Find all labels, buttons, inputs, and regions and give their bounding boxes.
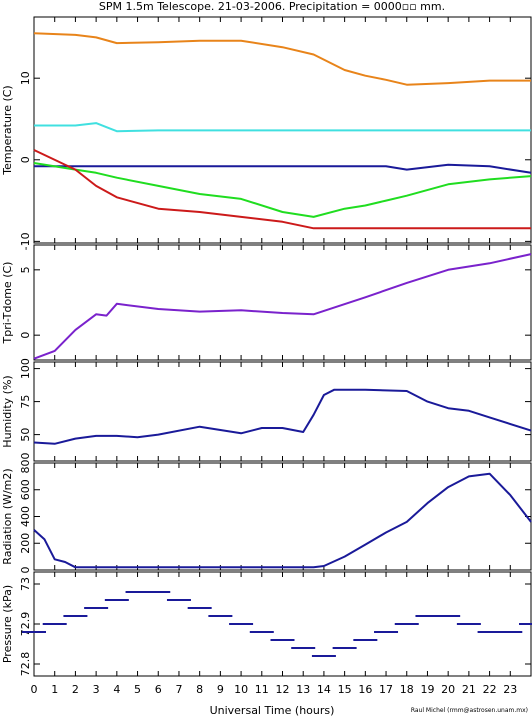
y-axis-label-3: Radiation (W/m2) <box>1 468 14 564</box>
y-tick-label-0-1: 0 <box>19 156 32 163</box>
series-line-0-3 <box>33 162 532 218</box>
panel-frame-1 <box>33 244 532 361</box>
series-line-0-0 <box>33 32 531 86</box>
x-tick-label-23: 23 <box>503 683 517 696</box>
x-axis-label: Universal Time (hours) <box>210 704 335 717</box>
point-4-0-23 <box>498 631 523 633</box>
point-4-0-16 <box>353 639 378 641</box>
point-4-0-15 <box>332 647 357 649</box>
point-4-0-11 <box>249 631 274 633</box>
point-4-0-13 <box>291 647 316 649</box>
panel-frame-3 <box>33 462 532 571</box>
point-4-0-3 <box>84 607 109 609</box>
x-tick-label-22: 22 <box>483 683 497 696</box>
point-4-0-19 <box>415 615 440 617</box>
x-tick-label-5: 5 <box>134 683 141 696</box>
y-tick-label-4-2: 73 <box>19 577 32 591</box>
x-tick-label-20: 20 <box>441 683 455 696</box>
y-tick-label-0-0: -10 <box>19 232 32 250</box>
x-tick-label-17: 17 <box>379 683 393 696</box>
point-4-0-0 <box>22 631 46 633</box>
point-4-0-8 <box>187 607 212 609</box>
point-4-0-4 <box>104 599 129 601</box>
credit-text: Raul Michel (rmm@astrosen.unam.mx) <box>411 707 528 714</box>
point-4-0-17 <box>374 631 399 633</box>
y-tick-label-1-1: 5 <box>19 266 32 273</box>
x-tick-label-13: 13 <box>296 683 310 696</box>
series-line-0-4 <box>33 149 531 230</box>
panel-frame-2 <box>33 361 532 462</box>
series-line-2-0 <box>33 388 532 445</box>
point-4-0-12 <box>270 639 295 641</box>
x-tick-label-15: 15 <box>338 683 352 696</box>
x-tick-label-3: 3 <box>93 683 100 696</box>
x-tick-label-6: 6 <box>155 683 162 696</box>
point-4-0-7 <box>166 599 191 601</box>
point-4-0-6 <box>146 591 171 593</box>
y-axis-label-4: Pressure (kPa) <box>1 585 14 663</box>
point-4-0-21 <box>456 623 481 625</box>
y-tick-label-3-2: 400 <box>19 506 32 527</box>
series-line-1-0 <box>33 253 532 360</box>
x-tick-label-7: 7 <box>175 683 182 696</box>
x-tick-label-11: 11 <box>255 683 269 696</box>
x-tick-label-10: 10 <box>234 683 248 696</box>
x-tick-label-2: 2 <box>72 683 79 696</box>
point-4-0-1 <box>42 623 67 625</box>
x-tick-label-16: 16 <box>358 683 372 696</box>
y-tick-label-3-3: 600 <box>19 479 32 500</box>
x-tick-label-9: 9 <box>217 683 224 696</box>
x-tick-label-18: 18 <box>400 683 414 696</box>
y-tick-label-4-0: 72.8 <box>19 652 32 677</box>
y-tick-label-2-3: 100 <box>19 358 32 379</box>
series-line-0-2 <box>34 163 532 174</box>
y-tick-label-2-1: 50 <box>19 428 32 442</box>
x-tick-label-21: 21 <box>462 683 476 696</box>
series-line-3-0 <box>33 472 532 569</box>
point-4-0-24 <box>519 623 532 625</box>
x-tick-label-1: 1 <box>51 683 58 696</box>
series-line-0-1 <box>34 122 531 133</box>
point-4-0-9 <box>208 615 233 617</box>
y-tick-label-3-4: 800 <box>19 453 32 474</box>
x-tick-label-14: 14 <box>317 683 331 696</box>
x-tick-label-12: 12 <box>276 683 290 696</box>
y-tick-label-0-2: 10 <box>19 71 32 85</box>
x-tick-label-4: 4 <box>113 683 120 696</box>
y-tick-label-4-1: 72.9 <box>19 612 32 637</box>
point-4-0-10 <box>229 623 254 625</box>
point-4-0-22 <box>477 631 502 633</box>
x-tick-label-19: 19 <box>420 683 434 696</box>
point-4-0-18 <box>394 623 419 625</box>
point-4-0-20 <box>436 615 461 617</box>
y-tick-label-1-0: 0 <box>19 332 32 339</box>
y-tick-label-3-0: 0 <box>19 567 32 574</box>
point-4-0-5 <box>125 591 150 593</box>
y-axis-label-2: Humidity (%) <box>1 375 14 447</box>
y-axis-label-1: Tpri-Tdome (C) <box>1 262 14 345</box>
y-tick-label-2-2: 75 <box>19 395 32 409</box>
x-tick-label-0: 0 <box>31 683 38 696</box>
x-tick-label-8: 8 <box>196 683 203 696</box>
point-4-0-2 <box>63 615 88 617</box>
chart-title: SPM 1.5m Telescope. 21-03-2006. Precipit… <box>99 0 445 13</box>
y-axis-label-0: Temperature (C) <box>1 85 14 175</box>
y-tick-label-3-1: 200 <box>19 533 32 554</box>
panel-frame-4 <box>33 571 532 677</box>
point-4-0-14 <box>311 655 336 657</box>
